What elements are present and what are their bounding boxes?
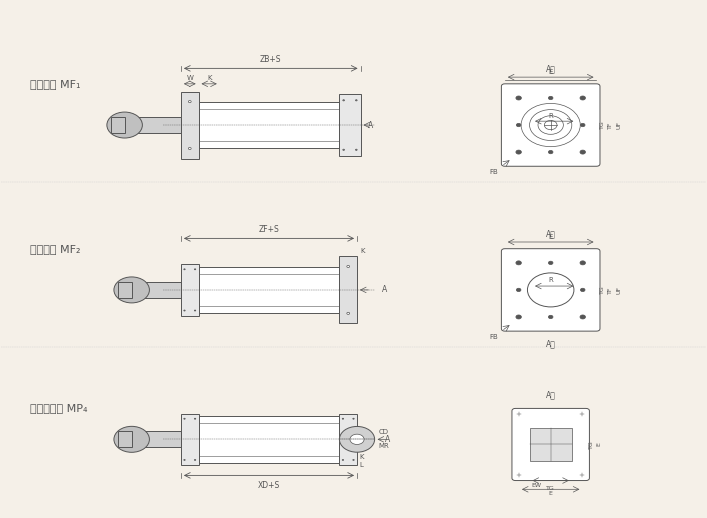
Circle shape [580,150,585,154]
Bar [181,264,199,315]
Bar [199,416,339,463]
Text: TG: TG [590,440,595,449]
Circle shape [353,418,354,419]
Text: FB: FB [489,169,498,175]
Text: 尾部单耳式 MP₄: 尾部单耳式 MP₄ [30,404,87,413]
Circle shape [342,459,344,461]
Text: TG: TG [600,121,605,130]
Text: MR: MR [378,443,389,449]
Text: ZB+S: ZB+S [260,55,281,64]
Circle shape [516,150,521,154]
Text: K: K [361,248,365,254]
FancyBboxPatch shape [501,84,600,166]
FancyBboxPatch shape [512,408,590,481]
Circle shape [114,277,149,303]
Circle shape [194,418,196,419]
Text: 前法兰式 MF₁: 前法兰式 MF₁ [30,79,80,89]
Circle shape [184,418,185,419]
Circle shape [516,96,521,100]
Text: UF: UF [617,286,622,294]
Circle shape [549,315,553,319]
Text: TG: TG [547,486,555,491]
Bar [118,431,132,448]
Circle shape [580,123,585,127]
Text: A: A [382,285,387,294]
Text: TF: TF [609,286,614,294]
Text: A向: A向 [546,391,556,400]
Circle shape [580,96,585,100]
Text: R: R [549,278,553,283]
Text: XD+S: XD+S [258,481,280,490]
Bar [199,267,339,313]
Circle shape [114,426,149,452]
Text: EW: EW [532,483,542,488]
Circle shape [188,148,191,150]
Text: R: R [549,112,553,119]
Circle shape [188,100,191,103]
Circle shape [342,418,344,419]
Circle shape [184,310,185,311]
Circle shape [184,269,185,270]
Bar [132,431,181,448]
Circle shape [184,459,185,461]
Bar [339,256,357,323]
Circle shape [343,99,344,101]
Bar [118,282,132,298]
Bar [199,102,339,148]
Bar [339,94,361,156]
Circle shape [527,273,574,307]
Text: E: E [549,234,553,240]
Text: A: A [368,121,373,130]
Text: CD: CD [378,429,388,436]
Circle shape [350,434,364,444]
Circle shape [347,312,350,314]
Text: 后法兰式 MF₂: 后法兰式 MF₂ [30,243,80,254]
Circle shape [356,99,357,101]
Bar [132,282,181,298]
Circle shape [516,288,521,292]
Text: E: E [549,491,553,496]
Circle shape [356,149,357,150]
Text: A向: A向 [546,339,556,348]
Circle shape [347,265,350,267]
Circle shape [516,261,521,265]
Text: E: E [549,69,553,75]
Text: A: A [385,435,390,444]
Bar [181,413,199,465]
Circle shape [353,459,354,461]
Circle shape [339,426,375,452]
Bar [181,92,199,159]
Circle shape [580,288,585,292]
Circle shape [549,96,553,99]
Circle shape [194,310,196,311]
Circle shape [194,269,196,270]
Bar [111,117,124,133]
FancyBboxPatch shape [501,249,600,331]
Bar [124,117,181,133]
Circle shape [549,150,553,154]
Text: UF: UF [617,121,622,129]
Circle shape [580,315,585,319]
Circle shape [516,315,521,319]
Text: L: L [359,462,363,468]
Bar [339,413,357,465]
Circle shape [580,261,585,265]
Circle shape [107,112,142,138]
Text: A向: A向 [546,65,556,74]
Circle shape [194,459,196,461]
Circle shape [549,261,553,265]
Circle shape [516,123,521,127]
Text: W: W [187,75,193,81]
Text: K: K [359,454,363,461]
Text: TG: TG [600,285,605,294]
Bar [530,428,572,461]
Text: E: E [597,442,602,447]
Text: A向: A向 [546,229,556,238]
Circle shape [343,149,344,150]
Text: TF: TF [609,121,614,129]
Text: K: K [207,75,211,81]
Text: FB: FB [489,334,498,340]
Text: ZF+S: ZF+S [259,225,279,234]
